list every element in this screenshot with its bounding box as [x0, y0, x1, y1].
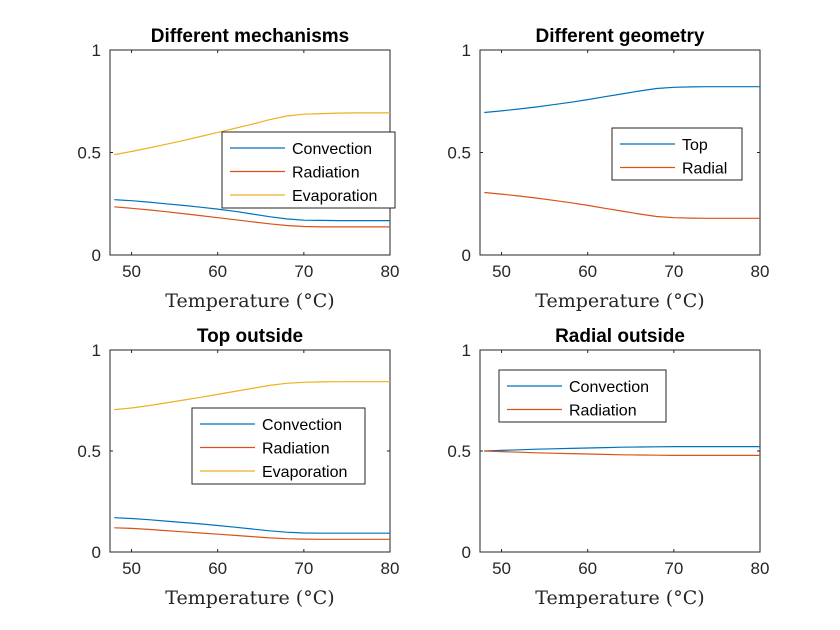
x-tick-label: 80: [751, 262, 770, 281]
x-tick-label: 70: [664, 262, 683, 281]
chart-panel-3: Top outside 50 60 70 80 0 0.5 1 Temperature (°C)…: [77, 326, 399, 609]
legend-label: Convection: [569, 379, 649, 396]
y-tick-label: 0.5: [77, 144, 101, 163]
legend-label: Convection: [262, 417, 342, 434]
legend-label: Radiation: [292, 165, 360, 182]
x-tick-label: 80: [381, 262, 400, 281]
legend: Convection Radiation: [498, 369, 667, 423]
series-line-radiation: [114, 527, 390, 540]
x-axis-label: Temperature (°C): [165, 587, 334, 609]
y-tick-label: 1: [462, 41, 471, 60]
y-tick-label: 0: [462, 246, 471, 265]
x-axis-label: Temperature (°C): [535, 290, 704, 312]
y-tick-label: 0: [92, 246, 101, 265]
x-tick-label: 60: [578, 262, 597, 281]
legend: Convection Radiation Evaporation: [221, 131, 396, 209]
legend-label: Evaporation: [292, 188, 377, 205]
legend-label: Top: [682, 137, 708, 154]
series-line-convection: [484, 446, 760, 452]
chart-title: Different mechanisms: [151, 26, 350, 47]
y-tick-label: 0.5: [77, 442, 101, 461]
series-line-radiation: [484, 450, 760, 456]
chart-title: Radial outside: [555, 326, 685, 347]
series-line-evaporation: [114, 381, 390, 411]
x-tick-label: 50: [122, 559, 141, 578]
y-tick-label: 0.5: [447, 442, 471, 461]
x-tick-label: 70: [664, 559, 683, 578]
x-tick-label: 50: [492, 559, 511, 578]
legend-box: [498, 369, 667, 423]
y-tick-label: 1: [92, 41, 101, 60]
legend-label: Evaporation: [262, 464, 347, 481]
chart-panel-2: Different geometry 50 60 70 80 0 0.5 1 Temperatu…: [447, 26, 769, 312]
y-tick-label: 0: [462, 543, 471, 562]
legend-box: [611, 127, 743, 181]
y-tick-label: 0: [92, 543, 101, 562]
series-line-convection: [114, 517, 390, 534]
x-tick-label: 60: [208, 559, 227, 578]
x-tick-label: 70: [294, 559, 313, 578]
chart-panel-1: Different mechanisms 50 60 70 80 0 0.5 1 Tempera…: [77, 26, 399, 312]
x-tick-label: 50: [122, 262, 141, 281]
legend: Convection Radiation Evaporation: [191, 407, 366, 485]
chart-title: Top outside: [197, 326, 303, 347]
series-line-radiation: [114, 206, 390, 228]
legend-label: Convection: [292, 141, 372, 158]
series-line-convection: [114, 199, 390, 222]
x-tick-label: 50: [492, 262, 511, 281]
x-axis-label: Temperature (°C): [165, 290, 334, 312]
x-tick-label: 60: [578, 559, 597, 578]
chart-title: Different geometry: [536, 26, 705, 47]
series-line-radial: [484, 191, 760, 219]
legend-label: Radial: [682, 161, 727, 178]
x-tick-label: 70: [294, 262, 313, 281]
legend: Top Radial: [611, 127, 743, 181]
series-line-evaporation: [114, 112, 390, 156]
chart-panel-4: Radial outside 50 60 70 80 0 0.5 1 Temperature (…: [447, 326, 769, 609]
y-tick-label: 1: [92, 341, 101, 360]
y-tick-label: 0.5: [447, 144, 471, 163]
series-line-top: [484, 86, 760, 114]
x-tick-label: 60: [208, 262, 227, 281]
legend-label: Radiation: [262, 441, 330, 458]
legend-box: [221, 131, 396, 209]
legend-label: Radiation: [569, 403, 637, 420]
x-tick-label: 80: [751, 559, 770, 578]
x-tick-label: 80: [381, 559, 400, 578]
x-axis-label: Temperature (°C): [535, 587, 704, 609]
y-tick-label: 1: [462, 341, 471, 360]
